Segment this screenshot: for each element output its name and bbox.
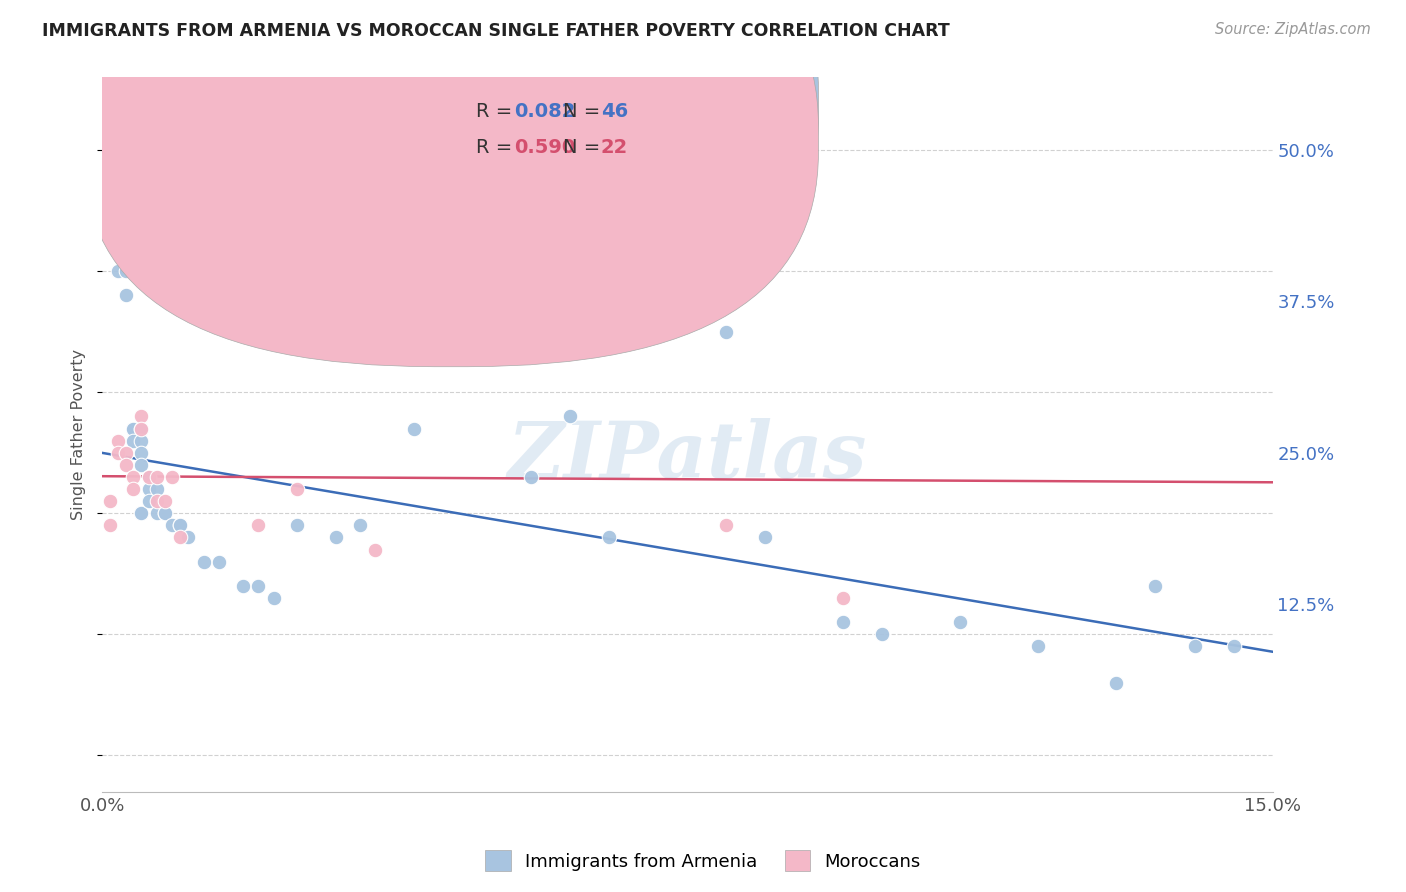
Point <box>114 446 136 460</box>
Point <box>107 446 129 460</box>
Point <box>114 458 136 472</box>
Point <box>107 434 129 448</box>
Point <box>364 542 387 557</box>
Point <box>1222 640 1244 654</box>
Point <box>325 531 347 545</box>
Point <box>122 434 145 448</box>
Point <box>232 579 254 593</box>
Point <box>129 506 152 520</box>
Point <box>146 506 169 520</box>
Text: 22: 22 <box>600 138 628 157</box>
Point <box>1184 640 1206 654</box>
Point <box>98 192 121 206</box>
Point <box>349 518 371 533</box>
Point <box>129 421 152 435</box>
Text: N =: N = <box>564 138 607 157</box>
Point <box>114 264 136 278</box>
Point <box>177 531 200 545</box>
Legend: Immigrants from Armenia, Moroccans: Immigrants from Armenia, Moroccans <box>478 843 928 879</box>
Point <box>598 531 620 545</box>
Point <box>247 579 270 593</box>
Point <box>153 494 176 508</box>
Point <box>98 494 121 508</box>
Point <box>832 591 855 605</box>
Point <box>1144 579 1167 593</box>
Point <box>129 458 152 472</box>
Point <box>162 470 184 484</box>
Text: R =: R = <box>475 138 517 157</box>
Point <box>1028 640 1050 654</box>
Point <box>832 615 855 630</box>
Point <box>598 179 620 194</box>
Point <box>169 518 191 533</box>
Text: IMMIGRANTS FROM ARMENIA VS MOROCCAN SINGLE FATHER POVERTY CORRELATION CHART: IMMIGRANTS FROM ARMENIA VS MOROCCAN SING… <box>42 22 950 40</box>
Point <box>138 482 160 496</box>
Point <box>122 482 145 496</box>
Point <box>107 264 129 278</box>
Point <box>193 555 215 569</box>
Point <box>716 325 738 339</box>
Point <box>122 421 145 435</box>
Point <box>162 518 184 533</box>
Point <box>146 482 169 496</box>
Point <box>146 470 169 484</box>
Text: ZIPatlas: ZIPatlas <box>508 417 868 494</box>
Text: Source: ZipAtlas.com: Source: ZipAtlas.com <box>1215 22 1371 37</box>
Y-axis label: Single Father Poverty: Single Father Poverty <box>72 349 86 520</box>
Point <box>138 494 160 508</box>
Point <box>285 518 308 533</box>
Point <box>949 615 972 630</box>
Text: R =: R = <box>475 103 517 121</box>
Point <box>263 591 285 605</box>
Point <box>520 470 543 484</box>
Point <box>114 288 136 302</box>
Point <box>138 470 160 484</box>
Point <box>247 518 270 533</box>
Point <box>153 506 176 520</box>
Point <box>122 470 145 484</box>
Point <box>208 555 231 569</box>
Point <box>754 531 776 545</box>
Point <box>716 518 738 533</box>
Point <box>1105 675 1128 690</box>
FancyBboxPatch shape <box>83 0 818 331</box>
Text: 46: 46 <box>600 103 628 121</box>
Point <box>129 446 152 460</box>
Text: N =: N = <box>564 103 607 121</box>
FancyBboxPatch shape <box>83 0 818 367</box>
Point <box>153 506 176 520</box>
Point <box>129 421 152 435</box>
Point <box>129 409 152 424</box>
Point <box>129 506 152 520</box>
Text: 0.082: 0.082 <box>515 103 575 121</box>
Point <box>169 531 191 545</box>
Point <box>122 421 145 435</box>
FancyBboxPatch shape <box>429 85 710 181</box>
Point <box>146 494 169 508</box>
Text: 0.590: 0.590 <box>515 138 575 157</box>
Point <box>98 518 121 533</box>
Point <box>138 470 160 484</box>
Point <box>285 482 308 496</box>
Point <box>169 518 191 533</box>
Point <box>129 434 152 448</box>
Point <box>560 409 582 424</box>
Point <box>872 627 894 641</box>
Point <box>404 421 426 435</box>
